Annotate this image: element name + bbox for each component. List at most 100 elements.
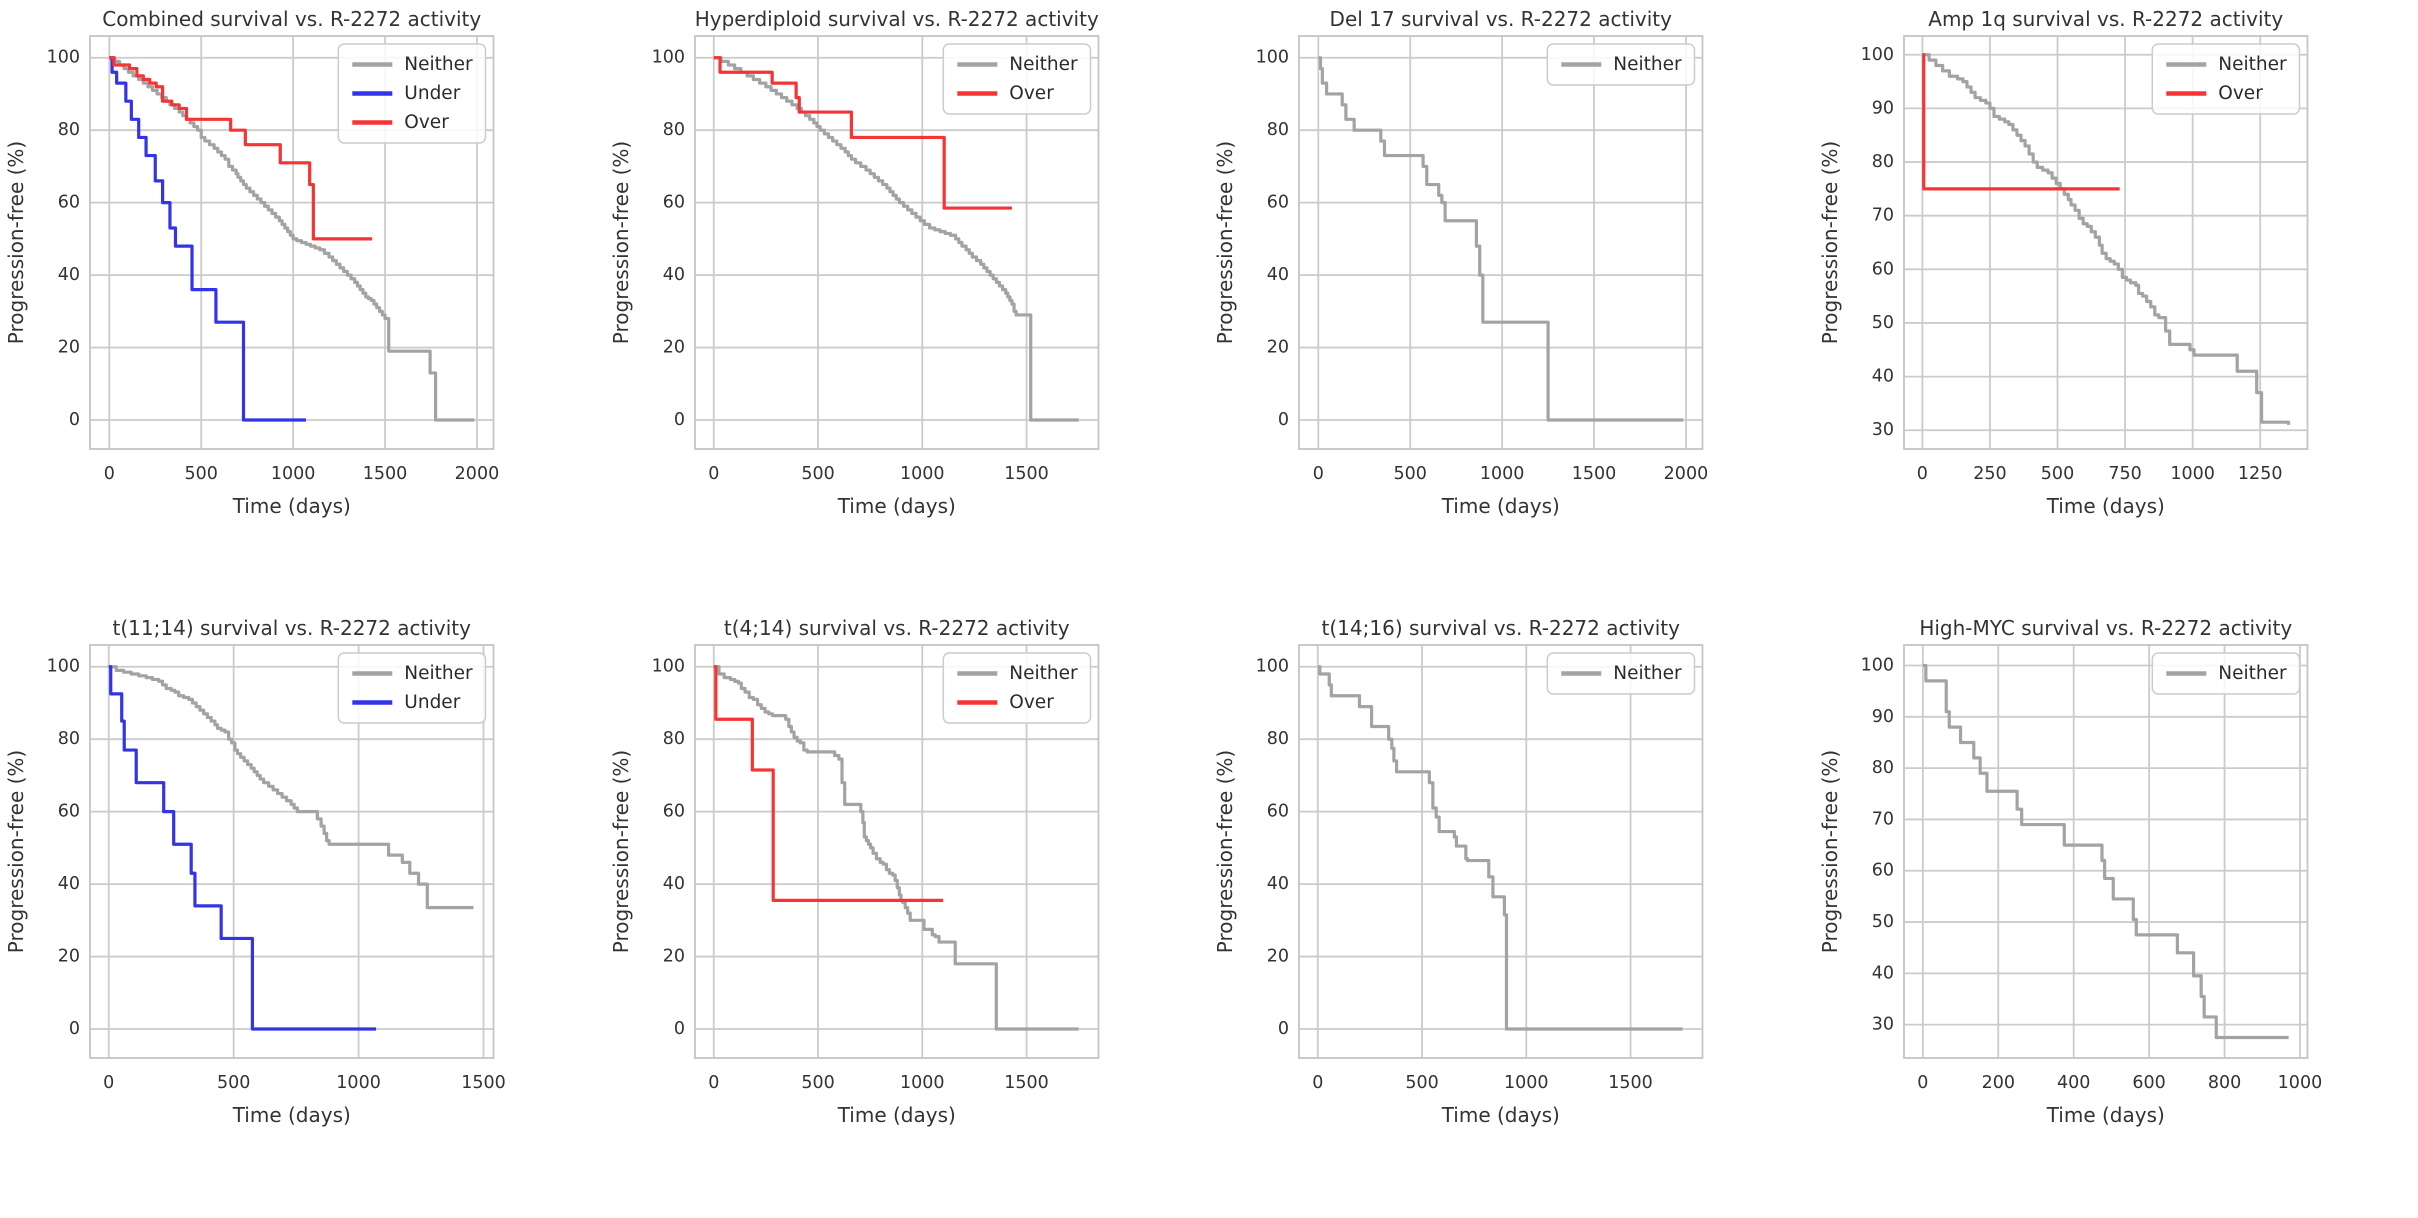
svg-text:60: 60 bbox=[58, 193, 80, 213]
svg-text:80: 80 bbox=[1871, 758, 1893, 778]
svg-text:1000: 1000 bbox=[2277, 1073, 2322, 1093]
y-axis-label: Progression-free (%) bbox=[4, 750, 28, 953]
survival-chart-high-myc: 0 200 400 600 800 1000 30 40 50 60 70 80 90 100 High-M… bbox=[1818, 616, 2322, 1127]
svg-text:80: 80 bbox=[58, 120, 80, 140]
chart-title: Del 17 survival vs. R-2272 activity bbox=[1330, 7, 1673, 31]
curve-neither bbox=[1922, 663, 2289, 1040]
y-axis-tick-labels: 0 20 40 60 80 100 bbox=[1256, 48, 1289, 430]
svg-text:60: 60 bbox=[1267, 802, 1289, 822]
survival-chart-combined: 0 500 1000 1500 2000 0 20 40 60 80 100 Combined sur… bbox=[4, 7, 500, 518]
svg-text:20: 20 bbox=[662, 947, 684, 967]
chart-title: t(11;14) survival vs. R-2272 activity bbox=[113, 616, 472, 640]
legend-label-neither: Neither bbox=[2218, 54, 2287, 75]
svg-text:500: 500 bbox=[185, 464, 218, 484]
svg-text:40: 40 bbox=[1871, 367, 1893, 387]
grid-lines bbox=[1299, 36, 1703, 449]
svg-text:500: 500 bbox=[1394, 464, 1427, 484]
legend-label-under: Under bbox=[404, 83, 460, 104]
svg-text:200: 200 bbox=[1981, 1073, 2014, 1093]
axes-border bbox=[1902, 35, 2308, 450]
svg-text:250: 250 bbox=[1973, 464, 2006, 484]
y-axis-label: Progression-free (%) bbox=[609, 141, 633, 344]
chart-title: Combined survival vs. R-2272 activity bbox=[102, 7, 481, 31]
subplot-combined: 0 500 1000 1500 2000 0 20 40 60 80 100 Combined sur… bbox=[0, 0, 605, 609]
svg-text:0: 0 bbox=[69, 410, 80, 430]
x-axis-tick-labels: 0 500 1000 1500 bbox=[708, 464, 1049, 484]
curve-under bbox=[109, 56, 306, 422]
svg-text:500: 500 bbox=[217, 1073, 250, 1093]
y-axis-label: Progression-free (%) bbox=[4, 141, 28, 344]
legend: Neither Over bbox=[942, 652, 1091, 724]
curve-neither bbox=[1921, 53, 2290, 425]
subplot-t14-16: 0 500 1000 1500 0 20 40 60 80 100 t(14;16) surviva… bbox=[1209, 609, 1814, 1218]
svg-text:100: 100 bbox=[47, 657, 80, 677]
legend: Neither Over bbox=[2151, 43, 2300, 115]
legend-label-neither: Neither bbox=[404, 54, 473, 75]
svg-text:80: 80 bbox=[662, 729, 684, 749]
y-axis-tick-labels: 0 20 40 60 80 100 bbox=[47, 657, 80, 1039]
svg-text:0: 0 bbox=[1917, 1073, 1928, 1093]
svg-text:0: 0 bbox=[1278, 410, 1289, 430]
curve-over bbox=[109, 56, 373, 241]
legend: Neither bbox=[1546, 652, 1696, 695]
subplot-t4-14: 0 500 1000 1500 0 20 40 60 80 100 t(4;14) survival… bbox=[605, 609, 1210, 1218]
x-axis-label: Time (days) bbox=[1441, 1103, 1560, 1127]
legend-label-neither: Neither bbox=[1009, 663, 1078, 684]
legend: Neither Over bbox=[942, 43, 1091, 115]
curve-under bbox=[108, 665, 377, 1031]
chart-title: t(14;16) survival vs. R-2272 activity bbox=[1322, 616, 1681, 640]
y-axis-tick-labels: 30 40 50 60 70 80 90 100 bbox=[1860, 656, 1893, 1035]
svg-text:20: 20 bbox=[1267, 338, 1289, 358]
legend: Neither bbox=[1546, 43, 1696, 86]
x-axis-label: Time (days) bbox=[2045, 494, 2164, 518]
svg-text:40: 40 bbox=[58, 874, 80, 894]
legend-box bbox=[337, 652, 487, 724]
svg-text:1500: 1500 bbox=[363, 464, 408, 484]
legend-box bbox=[2151, 652, 2300, 695]
curves bbox=[1318, 56, 1684, 422]
y-axis-tick-labels: 0 20 40 60 80 100 bbox=[651, 657, 684, 1039]
y-axis-tick-labels: 30 40 50 60 70 80 90 100 bbox=[1860, 45, 1893, 440]
curves bbox=[1922, 663, 2289, 1040]
y-axis-tick-labels: 0 20 40 60 80 100 bbox=[651, 48, 684, 430]
curve-over bbox=[713, 56, 1012, 210]
svg-text:1500: 1500 bbox=[1004, 1073, 1049, 1093]
svg-text:80: 80 bbox=[662, 120, 684, 140]
svg-text:80: 80 bbox=[58, 729, 80, 749]
svg-text:40: 40 bbox=[662, 265, 684, 285]
subplot-del17: 0 500 1000 1500 2000 0 20 40 60 80 100 Del 17 survi… bbox=[1209, 0, 1814, 609]
svg-text:600: 600 bbox=[2132, 1073, 2165, 1093]
svg-text:20: 20 bbox=[1267, 947, 1289, 967]
svg-text:1500: 1500 bbox=[1572, 464, 1617, 484]
svg-text:40: 40 bbox=[1267, 265, 1289, 285]
grid-lines bbox=[694, 645, 1098, 1058]
curve-neither bbox=[109, 56, 475, 422]
axes-border bbox=[89, 35, 495, 450]
legend-label-under: Under bbox=[404, 692, 460, 713]
svg-text:60: 60 bbox=[1871, 861, 1893, 881]
subplot-t11-14: 0 500 1000 1500 0 20 40 60 80 100 t(11;14) surviva… bbox=[0, 609, 605, 1218]
y-axis-tick-labels: 0 20 40 60 80 100 bbox=[1256, 657, 1289, 1039]
axes-border bbox=[1298, 644, 1704, 1059]
svg-text:100: 100 bbox=[1256, 657, 1289, 677]
legend: Neither Under Over bbox=[337, 43, 487, 144]
chart-title: Amp 1q survival vs. R-2272 activity bbox=[1928, 7, 2283, 31]
curves bbox=[1317, 665, 1683, 1031]
x-axis-tick-labels: 0 500 1000 1500 2000 bbox=[104, 464, 500, 484]
x-axis-label: Time (days) bbox=[2045, 1103, 2164, 1127]
svg-text:50: 50 bbox=[1871, 313, 1893, 333]
svg-text:60: 60 bbox=[662, 193, 684, 213]
curve-neither bbox=[713, 56, 1079, 422]
svg-text:90: 90 bbox=[1871, 707, 1893, 727]
svg-text:0: 0 bbox=[1313, 464, 1324, 484]
svg-text:1500: 1500 bbox=[1608, 1073, 1653, 1093]
curves bbox=[1921, 53, 2290, 425]
svg-text:1000: 1000 bbox=[900, 1073, 945, 1093]
svg-text:20: 20 bbox=[662, 338, 684, 358]
svg-text:1000: 1000 bbox=[336, 1073, 381, 1093]
x-axis-label: Time (days) bbox=[232, 494, 351, 518]
subplot-amp1q: 0 250 500 750 1000 1250 30 40 50 60 70 80 90 100 Amp 1… bbox=[1814, 0, 2418, 609]
svg-text:0: 0 bbox=[708, 464, 719, 484]
y-axis-label: Progression-free (%) bbox=[1213, 750, 1237, 953]
